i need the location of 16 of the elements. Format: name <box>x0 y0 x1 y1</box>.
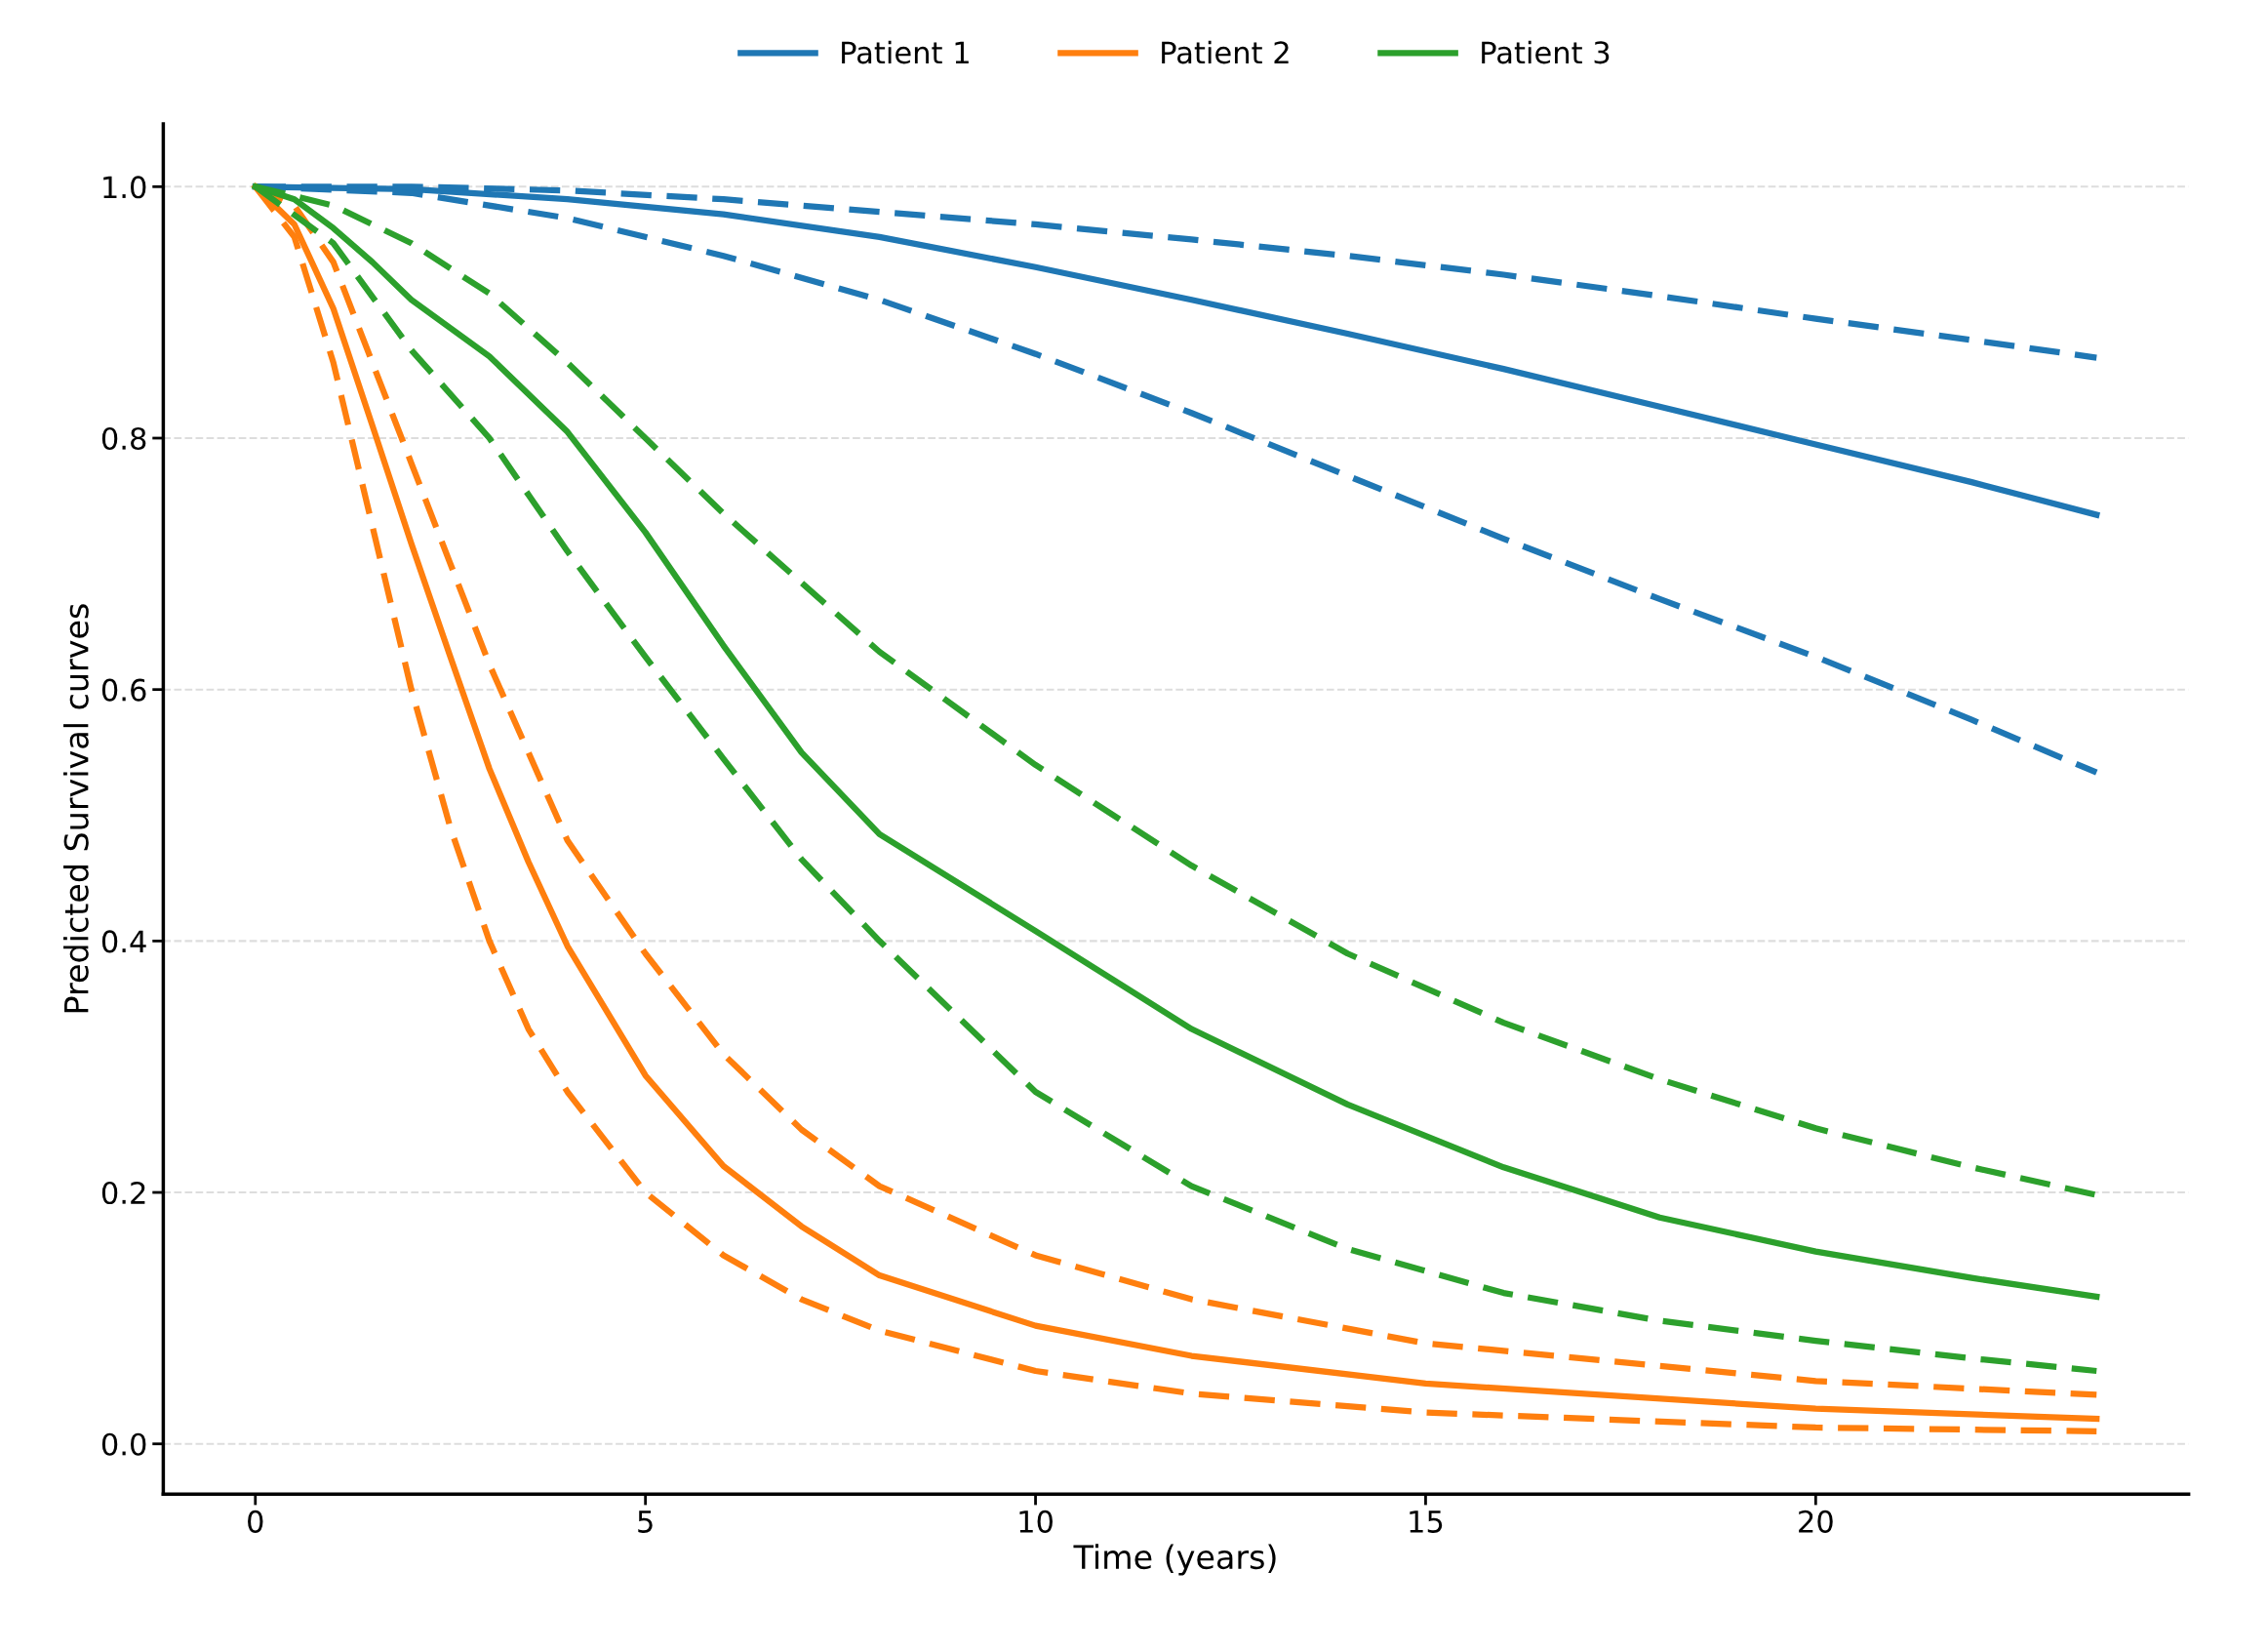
x-tick-label: 5 <box>638 1510 653 1533</box>
y-tick-label: 0.0 <box>101 1432 146 1456</box>
x-axis-title: Time (years) <box>1073 1544 1276 1576</box>
y-tick-label: 0.8 <box>101 426 146 451</box>
x-tick-label: 0 <box>248 1510 263 1533</box>
y-axis-title: Predicted Survival curves <box>63 604 89 1013</box>
x-tick-label: 15 <box>1410 1510 1443 1533</box>
y-tick-label: 0.4 <box>101 930 146 953</box>
legend-label: Patient 1 <box>842 40 969 64</box>
x-tick-label: 20 <box>1799 1510 1833 1533</box>
legend-label: Patient 3 <box>1482 40 1610 64</box>
y-tick-label: 0.6 <box>101 678 146 702</box>
legend-label: Patient 2 <box>1162 40 1289 64</box>
y-tick-label: 0.2 <box>101 1181 145 1205</box>
x-tick-label: 10 <box>1019 1510 1053 1533</box>
y-tick-label: 1.0 <box>103 176 146 199</box>
